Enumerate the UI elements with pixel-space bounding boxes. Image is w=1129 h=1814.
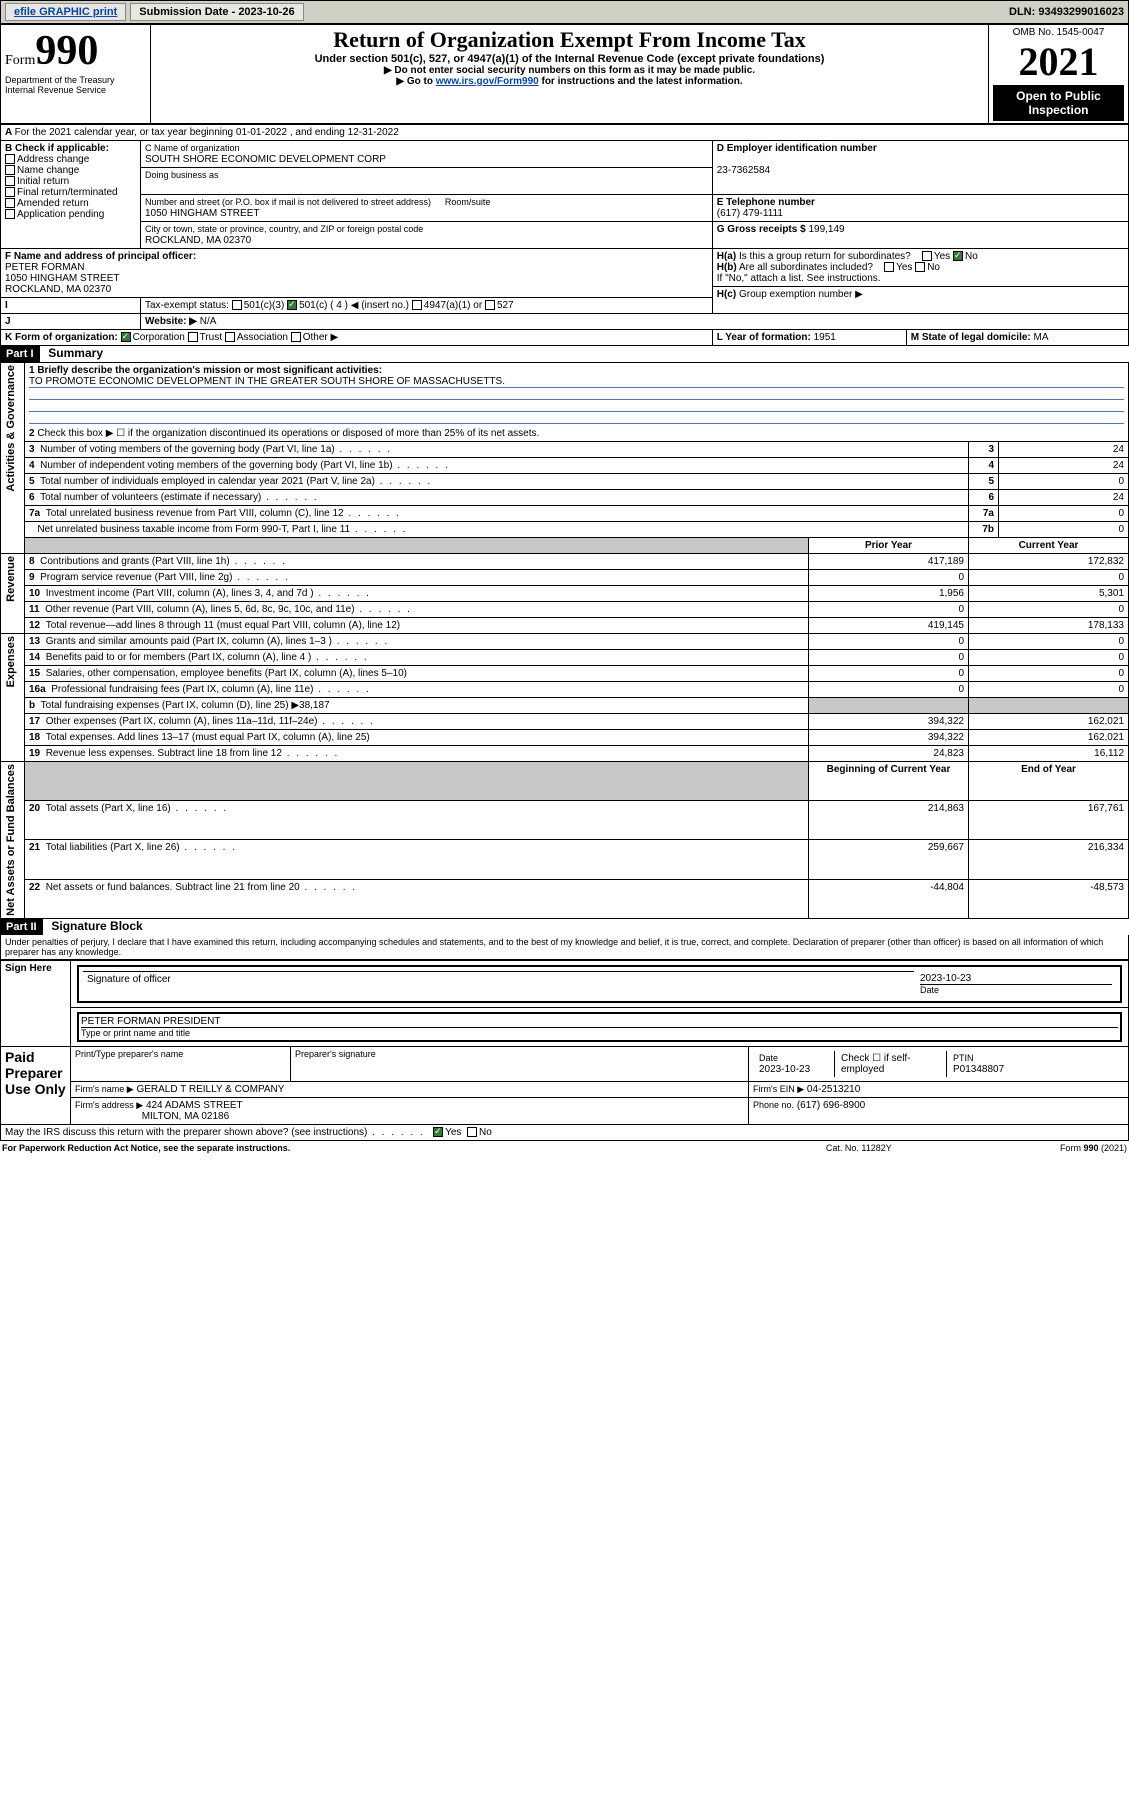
part2-title: Signature Block <box>51 919 142 933</box>
part1-header-row: Part I Summary <box>0 346 1129 362</box>
officer-sig-box: Signature of officer2023-10-23Date <box>77 965 1122 1003</box>
label-i: I <box>1 298 141 314</box>
governance-label: Activities & Governance <box>5 365 17 492</box>
row-7a: 7a Total unrelated business revenue from… <box>1 506 1129 522</box>
header-table: Form990 Department of the Treasury Inter… <box>0 24 1129 124</box>
q2: 2 Check this box ▶ ☐ if the organization… <box>25 426 1129 442</box>
row-7b: Net unrelated business taxable income fr… <box>1 522 1129 538</box>
firm-phone-cell: Phone no. (617) 696-8900 <box>749 1097 1129 1124</box>
form-title: Return of Organization Exempt From Incom… <box>155 27 984 53</box>
officer-name-box: PETER FORMAN PRESIDENT Type or print nam… <box>77 1012 1122 1042</box>
part2-header-row: Part II Signature Block <box>0 919 1129 935</box>
section-g: G Gross receipts $ 199,149 <box>712 222 1128 249</box>
section-b: B Check if applicable: Address change Na… <box>1 141 141 249</box>
section-e: E Telephone number (617) 479-1111 <box>712 195 1128 222</box>
row-22: 22 Net assets or fund balances. Subtract… <box>1 879 1129 918</box>
row-21: 21 Total liabilities (Part X, line 26)25… <box>1 840 1129 879</box>
row-9: 9 Program service revenue (Part VIII, li… <box>1 570 1129 586</box>
instr-goto: ▶ Go to www.irs.gov/Form990 for instruct… <box>155 76 984 87</box>
row-10: 10 Investment income (Part VIII, column … <box>1 586 1129 602</box>
form-subtitle: Under section 501(c), 527, or 4947(a)(1)… <box>155 53 984 65</box>
open-public-badge: Open to Public Inspection <box>993 85 1124 121</box>
row-12: 12 Total revenue—add lines 8 through 11 … <box>1 618 1129 634</box>
dln-label: DLN: 93493299016023 <box>1009 6 1124 18</box>
row-11: 11 Other revenue (Part VIII, column (A),… <box>1 602 1129 618</box>
row-4: 4 Number of independent voting members o… <box>1 458 1129 474</box>
row-13: 13 Grants and similar amounts paid (Part… <box>25 634 809 650</box>
section-c-dba: Doing business as <box>141 168 713 195</box>
instr-ssn: ▶ Do not enter social security numbers o… <box>155 65 984 76</box>
footer: For Paperwork Reduction Act Notice, see … <box>0 1141 1129 1155</box>
line-a: A For the 2021 calendar year, or tax yea… <box>1 125 1129 141</box>
section-c-city: City or town, state or province, country… <box>141 222 713 249</box>
section-m: M State of legal domicile: MA <box>906 330 1128 346</box>
row-19: 19 Revenue less expenses. Subtract line … <box>1 746 1129 762</box>
prep-meta-cell: Date2023-10-23 Check ☐ if self-employed … <box>749 1046 1129 1081</box>
section-f: F Name and address of principal officer:… <box>1 249 713 298</box>
section-h: H(a) Is this a group return for subordin… <box>712 249 1128 287</box>
end-year-header: End of Year <box>969 762 1129 801</box>
firm-ein-cell: Firm's EIN ▶ 04-2513210 <box>749 1081 1129 1097</box>
section-l: L Year of formation: 1951 <box>712 330 906 346</box>
discuss-row: May the IRS discuss this return with the… <box>1 1124 1129 1140</box>
section-d: D Employer identification number 23-7362… <box>712 141 1128 195</box>
netassets-label: Net Assets or Fund Balances <box>5 764 17 916</box>
section-hc: H(c) Group exemption number ▶ <box>712 287 1128 314</box>
section-c-street: Number and street (or P.O. box if mail i… <box>141 195 713 222</box>
prior-year-header: Prior Year <box>809 538 969 554</box>
efile-print-button[interactable]: efile GRAPHIC print <box>5 3 126 21</box>
section-k: K Form of organization: Corporation Trus… <box>1 330 713 346</box>
paperwork-notice: For Paperwork Reduction Act Notice, see … <box>2 1143 769 1153</box>
prep-name-cell: Print/Type preparer's name <box>71 1046 291 1081</box>
signature-table: Sign Here Signature of officer2023-10-23… <box>0 960 1129 1141</box>
form-footer: Form 990 (2021) <box>948 1143 1127 1153</box>
irs-link[interactable]: www.irs.gov/Form990 <box>436 76 539 87</box>
dept-treasury: Department of the Treasury <box>5 75 146 85</box>
identity-table: A For the 2021 calendar year, or tax yea… <box>0 124 1129 346</box>
prep-sig-cell: Preparer's signature <box>291 1046 749 1081</box>
label-j: J <box>1 314 141 330</box>
begin-year-header: Beginning of Current Year <box>809 762 969 801</box>
firm-name-cell: Firm's name ▶ GERALD T REILLY & COMPANY <box>71 1081 749 1097</box>
row-6: 6 Total number of volunteers (estimate i… <box>1 490 1129 506</box>
current-year-header: Current Year <box>969 538 1129 554</box>
submission-date-button[interactable]: Submission Date - 2023-10-26 <box>130 3 303 21</box>
revenue-label: Revenue <box>5 556 17 602</box>
part1-header: Part I <box>0 346 40 362</box>
row-17: 17 Other expenses (Part IX, column (A), … <box>1 714 1129 730</box>
part1-table: Activities & Governance 1 Briefly descri… <box>0 362 1129 919</box>
part2-header: Part II <box>0 919 43 935</box>
row-8: 8 Contributions and grants (Part VIII, l… <box>25 554 809 570</box>
row-20: 20 Total assets (Part X, line 16)214,863… <box>1 801 1129 840</box>
q1: 1 Briefly describe the organization's mi… <box>25 363 1129 427</box>
part1-title: Summary <box>48 346 103 360</box>
row-16b: b Total fundraising expenses (Part IX, c… <box>1 698 1129 714</box>
section-i: Tax-exempt status: 501(c)(3) 501(c) ( 4 … <box>141 298 713 314</box>
section-j: Website: ▶ N/A <box>141 314 1129 330</box>
omb-number: OMB No. 1545-0047 <box>993 27 1124 38</box>
tax-year: 2021 <box>1019 39 1099 84</box>
row-14: 14 Benefits paid to or for members (Part… <box>1 650 1129 666</box>
row-15: 15 Salaries, other compensation, employe… <box>1 666 1129 682</box>
penalty-text: Under penalties of perjury, I declare th… <box>0 935 1129 960</box>
expenses-label: Expenses <box>5 636 17 687</box>
row-16a: 16a Professional fundraising fees (Part … <box>1 682 1129 698</box>
form-number: Form990 <box>5 27 146 75</box>
section-c-name: C Name of organization SOUTH SHORE ECONO… <box>141 141 713 168</box>
paid-preparer-label: Paid Preparer Use Only <box>1 1046 71 1124</box>
firm-addr-cell: Firm's address ▶ 424 ADAMS STREET MILTON… <box>71 1097 749 1124</box>
irs-label: Internal Revenue Service <box>5 85 146 95</box>
cat-no: Cat. No. 11282Y <box>771 1143 946 1153</box>
sign-here-label: Sign Here <box>1 960 71 1046</box>
row-3: 3 Number of voting members of the govern… <box>1 442 1129 458</box>
row-18: 18 Total expenses. Add lines 13–17 (must… <box>1 730 1129 746</box>
top-bar: efile GRAPHIC print Submission Date - 20… <box>0 0 1129 24</box>
row-5: 5 Total number of individuals employed i… <box>1 474 1129 490</box>
